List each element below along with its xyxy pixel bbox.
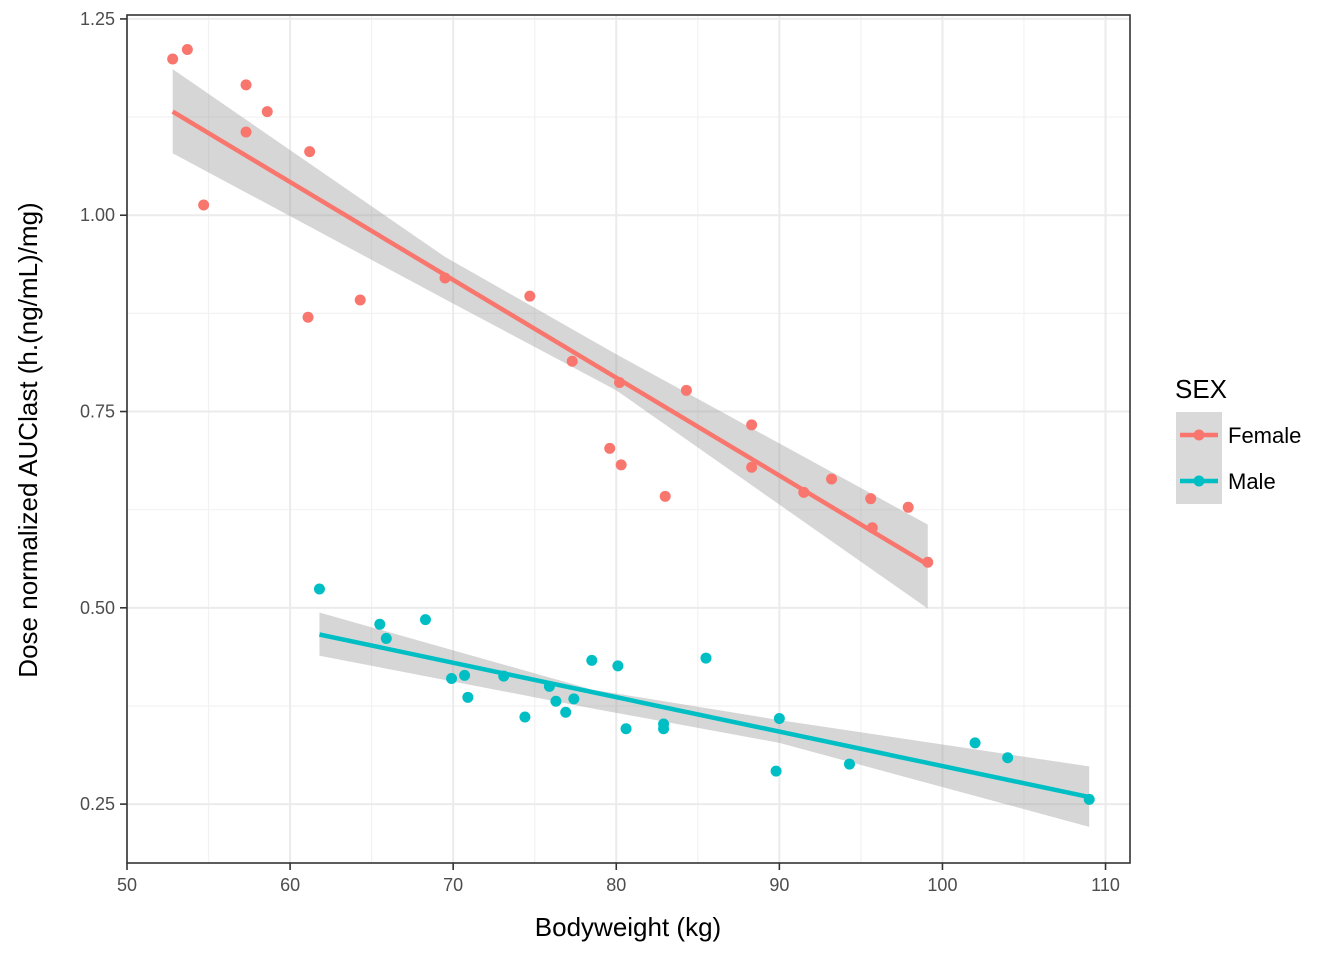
female-data-point — [615, 459, 627, 471]
male-data-point — [380, 632, 392, 644]
male-data-point — [446, 672, 458, 684]
y-tick-label: 1.25 — [80, 9, 115, 29]
female-data-point — [261, 106, 273, 118]
male-data-point — [1002, 752, 1014, 764]
x-tick-label: 70 — [443, 875, 463, 895]
female-data-point — [302, 311, 314, 323]
male-data-point — [462, 691, 474, 703]
y-axis: 0.25 0.50 0.75 1.00 1.25 — [80, 9, 127, 814]
y-tick-label: 0.25 — [80, 794, 115, 814]
x-axis: 50 60 70 80 90 100 110 — [117, 863, 1120, 895]
male-data-point — [586, 654, 598, 666]
regression-lines — [171, 109, 1090, 800]
female-data-point — [566, 355, 578, 367]
male-legend-point — [1193, 475, 1205, 487]
male-data-point — [550, 695, 562, 707]
male-data-point — [658, 723, 670, 735]
y-tick-label: 0.75 — [80, 402, 115, 422]
female-data-point — [240, 79, 252, 91]
female-legend-label: Female — [1228, 423, 1301, 448]
female-data-point — [354, 294, 366, 306]
female-data-point — [865, 493, 877, 505]
male-data-point — [374, 618, 386, 630]
female-data-point — [659, 490, 671, 502]
x-tick-label: 90 — [769, 875, 789, 895]
female-data-point — [198, 199, 210, 211]
male-confidence-band — [319, 612, 1090, 827]
female-data-point — [240, 126, 252, 138]
panel-border — [126, 14, 1131, 864]
male-data-point — [419, 614, 431, 626]
male-data-point — [770, 765, 782, 777]
female-data-point — [826, 473, 838, 485]
y-tick-label: 1.00 — [80, 205, 115, 225]
female-data-point — [524, 290, 536, 302]
legend-title: SEX — [1175, 374, 1227, 404]
male-data-point — [459, 669, 471, 681]
data-points — [167, 44, 1095, 805]
female-data-point — [604, 442, 616, 454]
male-data-point — [519, 711, 531, 723]
x-tick-label: 110 — [1091, 875, 1120, 895]
female-legend-point — [1193, 429, 1205, 441]
female-data-point — [746, 461, 758, 473]
x-tick-label: 80 — [606, 875, 626, 895]
male-data-point — [843, 758, 855, 770]
male-data-point — [773, 713, 785, 725]
x-axis-title: Bodyweight (kg) — [535, 912, 721, 942]
male-data-point — [568, 693, 580, 705]
x-tick-label: 60 — [280, 875, 300, 895]
minor-gridlines — [127, 15, 1130, 863]
male-data-point — [612, 660, 624, 672]
female-data-point — [181, 44, 193, 56]
x-tick-label: 100 — [927, 875, 957, 895]
y-tick-label: 0.50 — [80, 598, 115, 618]
male-data-point — [620, 723, 632, 735]
x-tick-label: 50 — [117, 875, 137, 895]
male-fit-line — [318, 632, 1090, 800]
male-data-point — [700, 652, 712, 664]
male-data-point — [560, 706, 572, 718]
male-data-point — [313, 583, 325, 595]
female-fit-line — [171, 109, 929, 567]
female-data-point — [746, 419, 758, 431]
male-legend-label: Male — [1228, 469, 1276, 494]
panel-background — [127, 15, 1130, 863]
female-data-point — [167, 53, 179, 65]
male-data-point — [969, 737, 981, 749]
female-data-point — [304, 146, 316, 158]
female-data-point — [902, 501, 914, 513]
female-data-point — [680, 384, 692, 396]
y-axis-title: Dose normalized AUClast (h.(ng/mL)/mg) — [13, 202, 43, 677]
legend: SEX Female Male — [1175, 374, 1301, 504]
